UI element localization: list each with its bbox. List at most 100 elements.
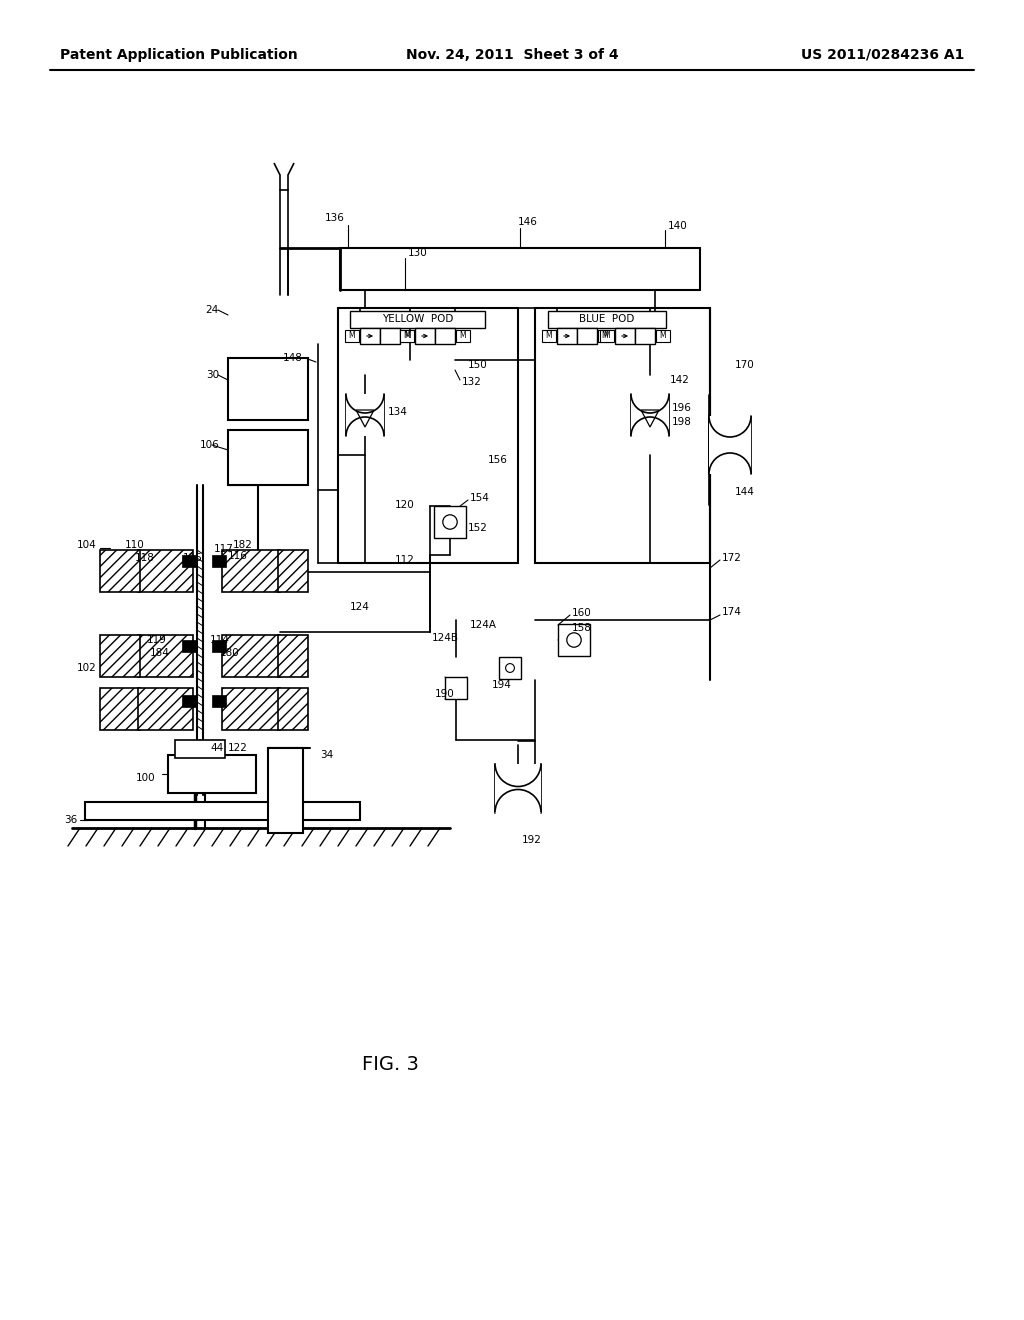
Bar [222,688,280,730]
Text: 44: 44 [210,743,223,752]
Text: 30: 30 [206,370,219,380]
Text: M: M [460,331,466,341]
Text: M: M [602,331,608,341]
Bar [138,635,193,677]
Bar [631,393,669,436]
Text: Nov. 24, 2011  Sheet 3 of 4: Nov. 24, 2011 Sheet 3 of 4 [406,48,618,62]
Bar [338,308,518,564]
Text: M: M [659,331,667,341]
Bar [175,741,225,758]
Bar [212,554,226,568]
Circle shape [567,632,582,647]
Bar [182,640,196,652]
Bar [345,330,359,342]
Text: 146: 146 [518,216,538,227]
Text: 115: 115 [183,553,203,564]
Text: 144: 144 [735,487,755,498]
Text: 184: 184 [151,648,170,657]
Bar [598,330,612,342]
Text: 120: 120 [395,500,415,510]
Text: 134: 134 [388,407,408,417]
Text: 110: 110 [125,540,145,550]
Text: 117: 117 [214,544,233,554]
Bar [212,640,226,652]
Bar [656,330,670,342]
Text: 158: 158 [572,623,592,634]
Bar [615,327,635,345]
Text: BLUE  POD: BLUE POD [580,314,635,325]
Text: M: M [546,331,552,341]
Bar [350,312,485,327]
Text: 34: 34 [319,750,333,760]
Text: 102: 102 [77,663,97,673]
Bar [278,688,308,730]
Bar [380,327,400,345]
Bar [168,755,256,793]
Text: 148: 148 [283,352,303,363]
Bar [182,696,196,708]
Text: 124A: 124A [470,620,497,630]
Bar [100,550,140,591]
Bar [278,550,308,591]
Bar [495,763,541,813]
Text: 190: 190 [435,689,455,700]
Bar [445,677,467,700]
Text: 100: 100 [135,774,155,783]
Text: M: M [604,331,610,341]
Text: 104: 104 [77,540,97,550]
Text: 180: 180 [220,648,240,657]
Text: 140: 140 [668,220,688,231]
Text: 160: 160 [572,609,592,618]
Bar [182,554,196,568]
Text: 132: 132 [462,378,482,387]
Bar [456,330,470,342]
Text: M: M [403,331,411,341]
Circle shape [506,664,514,672]
Bar [548,312,666,327]
Bar [415,327,435,345]
Bar [499,657,521,678]
Bar [557,327,577,345]
Text: 36: 36 [63,814,77,825]
Text: 154: 154 [470,492,489,503]
Bar [635,327,655,345]
Text: 119: 119 [147,635,167,645]
Text: 130: 130 [408,248,428,257]
Bar [600,330,614,342]
Text: 192: 192 [522,836,542,845]
Bar [222,635,280,677]
Text: 136: 136 [326,213,345,223]
Text: 172: 172 [722,553,741,564]
Text: 124B: 124B [432,634,459,643]
Bar [535,308,710,564]
Circle shape [442,515,457,529]
Bar [435,327,455,345]
Bar [85,803,360,820]
Text: 150: 150 [468,360,487,370]
Bar [222,550,280,591]
Bar [400,330,414,342]
Text: 112: 112 [395,554,415,565]
Text: 198: 198 [672,417,692,426]
Bar [401,330,415,342]
Bar [228,430,308,484]
Bar [268,748,303,833]
Text: 124: 124 [350,602,370,612]
Bar [346,393,384,436]
Text: 142: 142 [670,375,690,385]
Bar [138,550,193,591]
Text: 24: 24 [205,305,218,315]
Text: M: M [404,331,412,341]
Bar [577,327,597,345]
Bar [228,358,308,420]
Bar [360,327,380,345]
Text: M: M [349,331,355,341]
Bar [100,635,140,677]
Text: 116: 116 [228,550,248,561]
Bar [434,506,466,539]
Text: 182: 182 [233,540,253,550]
Bar [212,696,226,708]
Bar [542,330,556,342]
Text: 122: 122 [228,743,248,752]
Text: FIG. 3: FIG. 3 [361,1056,419,1074]
